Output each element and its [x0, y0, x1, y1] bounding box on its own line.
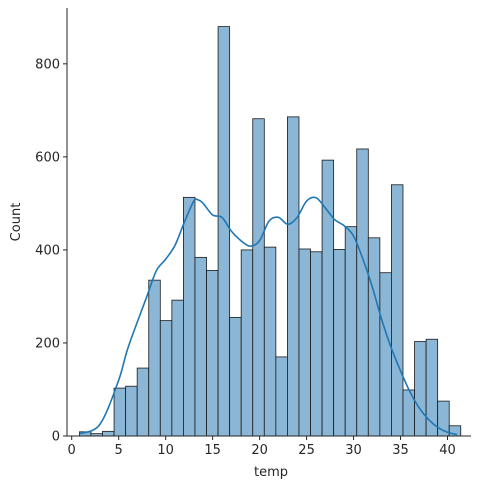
histogram-bar	[321, 159, 335, 437]
y-tick-label: 600	[35, 150, 60, 165]
x-tick-label: 15	[204, 443, 221, 458]
histogram-bar	[356, 148, 369, 437]
y-ticks: 0 200 400 600 800	[35, 57, 67, 445]
histogram-bar	[125, 385, 138, 437]
histogram-bar	[206, 269, 219, 437]
histogram-bar	[183, 196, 196, 437]
x-tick-label: 40	[439, 443, 456, 458]
x-tick-label: 0	[68, 443, 76, 458]
histogram-bar	[263, 246, 277, 437]
histogram-bar	[310, 251, 323, 437]
histogram-bar	[159, 320, 173, 437]
y-tick-label: 400	[35, 243, 60, 258]
histogram-bar	[102, 430, 115, 437]
x-tick-label: 20	[251, 443, 268, 458]
y-tick-label: 800	[35, 57, 60, 72]
axes	[66, 8, 471, 437]
histogram-bar	[379, 272, 392, 437]
histogram-bar	[298, 248, 311, 437]
x-axis-label: temp	[254, 465, 288, 480]
y-axis-label: Count	[9, 203, 24, 242]
histogram-bar	[171, 299, 184, 437]
histogram-bar	[113, 387, 127, 437]
histogram-bar	[287, 116, 300, 437]
histogram-bar	[240, 249, 254, 437]
y-tick-label: 200	[35, 336, 60, 351]
x-tick-label: 5	[115, 443, 123, 458]
histogram-bar	[275, 356, 288, 437]
histogram-bar	[367, 237, 381, 437]
histogram-bar	[148, 279, 161, 437]
histogram-bar	[217, 26, 231, 437]
x-tick-label: 10	[157, 443, 174, 458]
histogram-bar	[425, 338, 439, 437]
histogram-bar	[333, 249, 346, 437]
histogram-bar	[194, 256, 207, 437]
x-tick-label: 35	[392, 443, 409, 458]
histogram-bars	[79, 26, 462, 437]
kde-curve	[79, 196, 458, 436]
histogram-bar	[344, 226, 358, 437]
histogram-bar	[252, 118, 265, 437]
histogram-bar	[414, 341, 427, 437]
histogram-bar	[229, 316, 242, 437]
x-ticks: 0 5 10 15 20 25 30 35 40	[68, 436, 456, 458]
y-tick-label: 0	[52, 430, 60, 445]
histogram-bar	[391, 184, 404, 437]
x-tick-label: 30	[345, 443, 362, 458]
histogram-bar	[136, 367, 150, 437]
x-tick-label: 25	[298, 443, 315, 458]
